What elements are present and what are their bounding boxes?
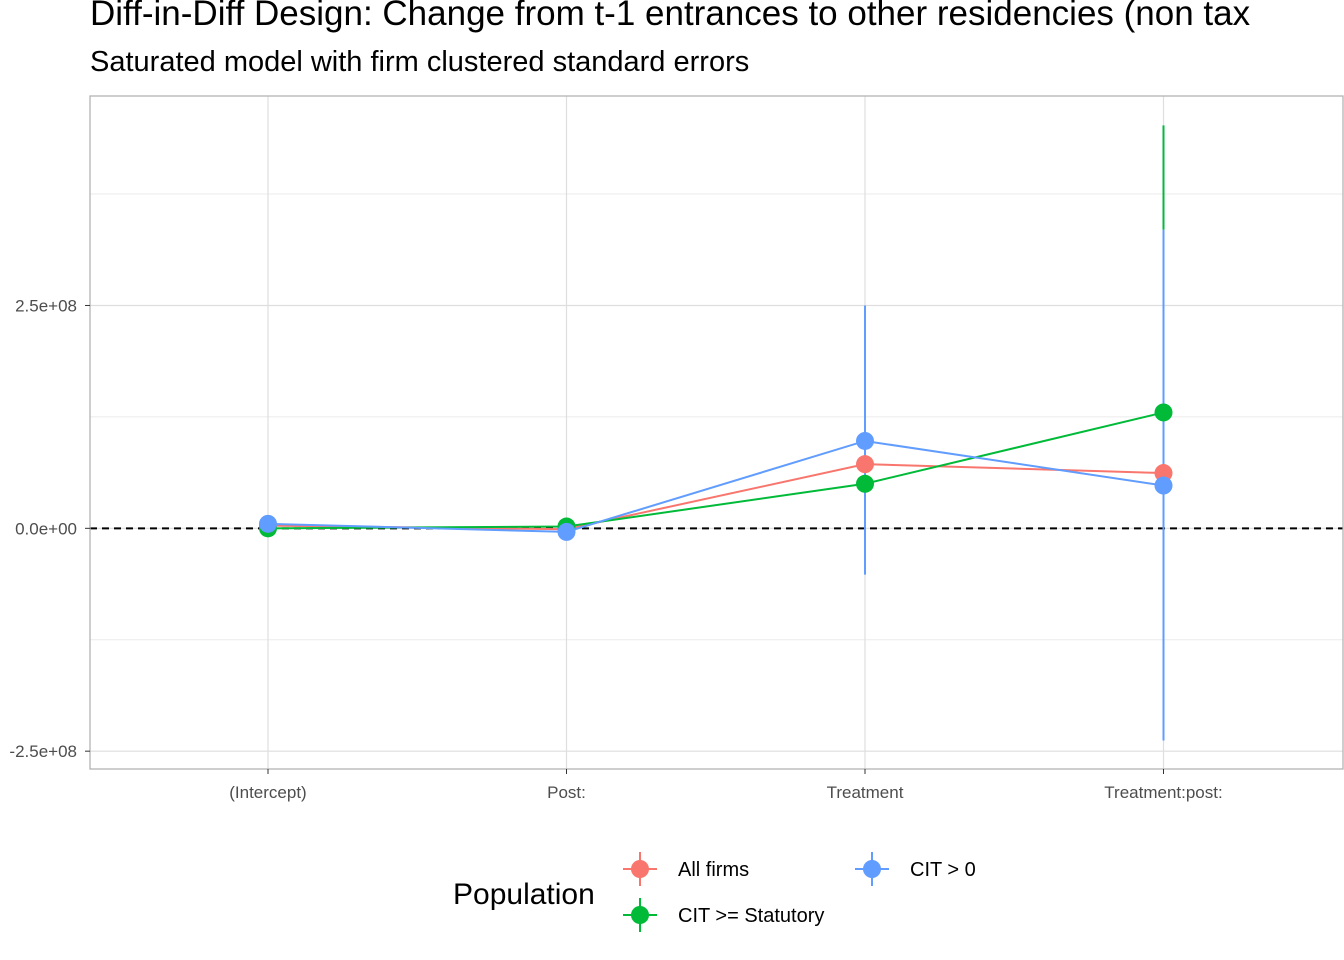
legend-item: CIT >= Statutory [623,898,824,932]
data-point [856,474,874,493]
legend-item: All firms [623,852,749,886]
legend-key-point [863,860,881,878]
legend-key-point [631,906,649,924]
y-tick-label: -2.5e+08 [9,742,77,761]
data-point [856,431,874,450]
series-line [267,439,1164,533]
data-point [557,522,576,541]
legend-label: CIT > 0 [910,859,976,881]
data-point [259,514,277,533]
x-tick-label: (Intercept) [229,783,306,802]
data-point [1154,464,1173,483]
series-points [259,403,1173,541]
x-tick-label: Post: [547,783,586,802]
x-tick-label: Treatment [827,783,904,802]
grid-minor [90,193,1343,641]
legend-label: CIT >= Statutory [678,905,824,927]
panel-background [90,96,1343,769]
data-point [1154,403,1173,422]
data-point [856,455,874,474]
legend: Population All firms CIT >= Statutory CIT … [453,852,976,932]
data-point [1154,476,1173,495]
x-tick-label: Treatment:post: [1104,783,1222,802]
series-lines [267,411,1164,533]
y-tick-label: 0.0e+00 [15,519,77,538]
panel-border [89,95,1344,770]
legend-label: All firms [678,859,749,881]
legend-title: Population [453,878,595,911]
legend-key-point [631,860,649,878]
legend-item: CIT > 0 [855,852,976,886]
y-axis: -2.5e+08 0.0e+00 2.5e+08 [9,296,90,761]
chart-subtitle: Saturated model with firm clustered stan… [90,46,750,78]
chart-title: Diff-in-Diff Design: Change from t-1 ent… [90,0,1251,33]
y-tick-label: 2.5e+08 [15,296,77,315]
x-axis: (Intercept) Post: Treatment Treatment:post: [229,769,1223,802]
